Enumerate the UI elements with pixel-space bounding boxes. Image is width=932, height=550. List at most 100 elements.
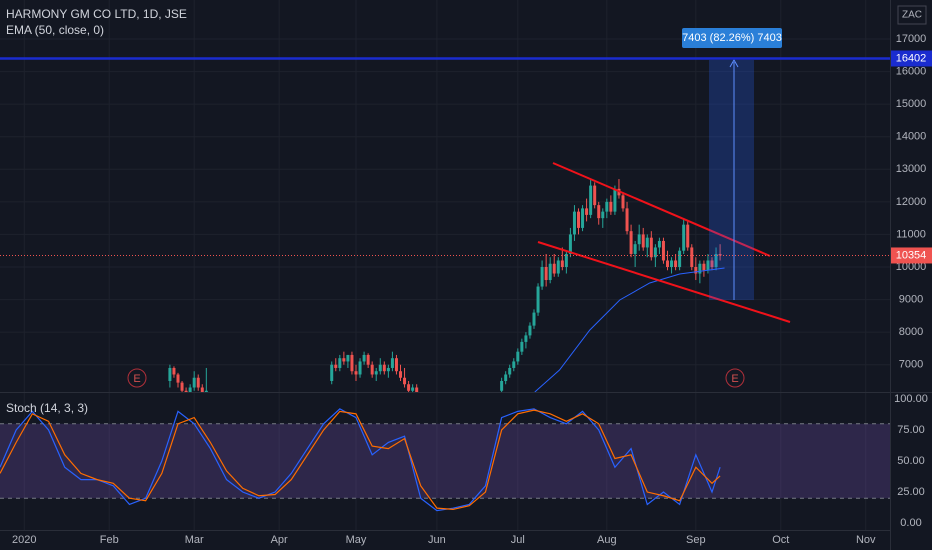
candle-body bbox=[196, 377, 200, 388]
candle-body bbox=[552, 263, 556, 274]
candle-body bbox=[702, 263, 706, 271]
candle-body bbox=[411, 387, 415, 391]
candle-body bbox=[666, 260, 669, 268]
candle-body bbox=[564, 253, 568, 268]
candle-body bbox=[407, 384, 411, 391]
candle-body bbox=[694, 267, 698, 274]
candle-body bbox=[589, 185, 593, 215]
candle-body bbox=[621, 195, 625, 209]
measure-arrowhead bbox=[729, 58, 739, 68]
candle-body bbox=[577, 211, 580, 228]
candle-body bbox=[585, 208, 589, 215]
candle-body bbox=[710, 260, 714, 268]
indicator-label: EMA (50, close, 0) bbox=[6, 23, 104, 37]
y-tick-label: 11000 bbox=[896, 228, 926, 240]
candle-body bbox=[637, 234, 641, 245]
candle-body bbox=[394, 358, 398, 372]
candle-body bbox=[338, 358, 342, 368]
candle-body bbox=[200, 387, 204, 392]
candle-body bbox=[686, 224, 690, 248]
last-price-label: 10354 bbox=[896, 249, 927, 261]
y-tick-label: 14000 bbox=[896, 131, 927, 143]
x-tick-label: 2020 bbox=[12, 534, 36, 546]
candle-body bbox=[556, 260, 560, 274]
candle-body bbox=[657, 240, 661, 248]
x-tick-label: Apr bbox=[271, 534, 288, 546]
y-tick-label: 8000 bbox=[899, 326, 923, 338]
candle-body bbox=[613, 188, 617, 212]
x-tick-label: Oct bbox=[772, 534, 789, 546]
candle-body bbox=[508, 367, 512, 375]
candle-body bbox=[192, 377, 196, 388]
candle-body bbox=[382, 364, 386, 372]
candle-body bbox=[504, 374, 508, 381]
candle-body bbox=[168, 367, 172, 381]
candle-body bbox=[342, 358, 346, 362]
candle-body bbox=[403, 377, 407, 385]
hline-label: 16402 bbox=[896, 52, 927, 64]
y-tick-label: 9000 bbox=[899, 293, 923, 305]
y-tick-label: 16000 bbox=[896, 65, 927, 77]
stoch-tick-label: 50.00 bbox=[897, 455, 925, 467]
candle-body bbox=[176, 374, 180, 383]
x-tick-label: Feb bbox=[100, 534, 119, 546]
stoch-label: Stoch (14, 3, 3) bbox=[6, 401, 88, 415]
candle-body bbox=[670, 260, 674, 268]
chart-title: HARMONY GM CO LTD, 1D, JSE bbox=[6, 7, 187, 21]
candle-body bbox=[350, 354, 354, 372]
measure-label: 7403 (82.26%) 7403 bbox=[682, 32, 782, 44]
candle-body bbox=[560, 260, 564, 268]
x-tick-label: May bbox=[346, 534, 367, 546]
stoch-tick-label: 25.00 bbox=[897, 486, 925, 498]
candle-body bbox=[528, 325, 532, 336]
candle-body bbox=[605, 201, 609, 212]
x-tick-label: Sep bbox=[686, 534, 706, 546]
ema-line bbox=[534, 267, 725, 392]
stoch-tick-label: 0.00 bbox=[900, 517, 921, 529]
candle-body bbox=[188, 387, 192, 392]
candle-body bbox=[532, 312, 536, 326]
stoch-tick-label: 75.00 bbox=[897, 424, 925, 436]
candle-body bbox=[500, 380, 504, 391]
candle-body bbox=[572, 211, 576, 235]
candle-body bbox=[706, 260, 710, 271]
earnings-label: E bbox=[731, 373, 738, 385]
measure-box bbox=[709, 60, 754, 300]
candle-body bbox=[678, 250, 682, 268]
candle-body bbox=[330, 364, 334, 381]
candle-body bbox=[362, 354, 366, 362]
y-tick-label: 15000 bbox=[896, 98, 927, 110]
candle-body bbox=[520, 341, 524, 352]
candle-body bbox=[609, 201, 613, 212]
candle-body bbox=[593, 185, 597, 206]
stoch-pane bbox=[0, 408, 890, 512]
candle-body bbox=[204, 390, 208, 392]
x-tick-label: Jun bbox=[428, 534, 446, 546]
stoch-tick-label: 100.00 bbox=[894, 393, 928, 405]
candle-body bbox=[366, 354, 370, 365]
candle-body bbox=[633, 244, 637, 254]
y-tick-label: 13000 bbox=[896, 163, 927, 175]
candle-body bbox=[544, 267, 548, 281]
grid bbox=[0, 0, 890, 530]
candle-body bbox=[184, 390, 188, 392]
candle-body bbox=[390, 358, 394, 368]
candle-body bbox=[180, 382, 184, 391]
y-tick-label: 10000 bbox=[896, 261, 927, 273]
measure-label-box bbox=[682, 28, 782, 48]
candle-body bbox=[524, 335, 528, 342]
candle-body bbox=[674, 260, 678, 268]
x-tick-label: Aug bbox=[597, 534, 617, 546]
candle-body bbox=[601, 211, 605, 219]
candle-body bbox=[512, 361, 516, 368]
earnings-marker bbox=[127, 368, 147, 388]
hline-label-box bbox=[891, 50, 932, 67]
candle-body bbox=[625, 208, 629, 232]
y-tick-label: 7000 bbox=[899, 359, 923, 371]
candle-body bbox=[358, 361, 362, 375]
candle-body bbox=[645, 237, 649, 248]
stoch-band bbox=[0, 423, 890, 499]
